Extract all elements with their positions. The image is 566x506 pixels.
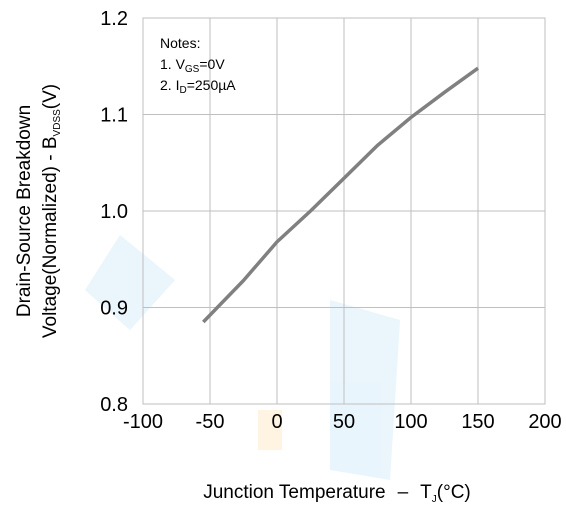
plot-area-frame xyxy=(142,17,546,405)
watermark-logo xyxy=(85,235,400,480)
x-tick-label: 50 xyxy=(333,411,355,433)
x-axis-title: Junction Temperature – TJ(°C) xyxy=(203,482,471,505)
y-axis-title-line2-sub: VDSS xyxy=(52,109,63,137)
x-tick-labels: -100 -50 0 50 100 150 200 xyxy=(123,411,562,433)
watermark-shape-right xyxy=(330,300,400,480)
note-2-post: =250µA xyxy=(187,77,237,93)
y-axis-title-line1: Drain-Source Breakdown xyxy=(14,105,35,317)
x-axis-title-sub: J xyxy=(432,494,437,505)
y-axis-title-line2-pre: Voltage(Normalized) - B xyxy=(40,136,61,338)
y-axis-title-line2: Voltage(Normalized) - BVDSS(V) xyxy=(40,84,63,338)
watermark-shape-left xyxy=(85,235,175,330)
note-1-pre: 1. V xyxy=(160,56,186,72)
x-axis-title-main: Junction Temperature xyxy=(203,482,385,503)
x-axis-title-dash: – xyxy=(398,482,409,503)
x-tick-label: 0 xyxy=(271,411,282,433)
note-1: 1. VGS=0V xyxy=(160,56,225,75)
y-tick-label: 0.9 xyxy=(100,298,128,320)
note-2-sub: D xyxy=(179,85,186,96)
x-tick-label: 100 xyxy=(394,411,427,433)
note-2-pre: 2. I xyxy=(160,77,179,93)
note-2: 2. ID=250µA xyxy=(160,77,236,96)
y-tick-label: 1.0 xyxy=(100,201,128,223)
y-tick-label: 0.8 xyxy=(100,394,128,416)
x-axis-title-unit: (°C) xyxy=(437,482,471,503)
x-axis-title-sym: T xyxy=(420,482,432,503)
notes-box: Notes: 1. VGS=0V 2. ID=250µA xyxy=(160,35,236,96)
series-line xyxy=(202,66,480,324)
series-group xyxy=(202,66,480,324)
y-tick-label: 1.1 xyxy=(100,105,128,127)
note-1-sub: GS xyxy=(185,64,200,75)
x-tick-label: -100 xyxy=(123,411,163,433)
notes-title: Notes: xyxy=(160,35,200,51)
x-tick-label: -50 xyxy=(196,411,225,433)
x-tick-label: 150 xyxy=(461,411,494,433)
y-tick-label: 1.2 xyxy=(100,8,128,30)
y-tick-labels: 0.8 0.9 1.0 1.1 1.2 xyxy=(100,8,128,416)
note-1-post: =0V xyxy=(199,56,225,72)
x-tick-label: 200 xyxy=(528,411,561,433)
grid xyxy=(143,18,545,404)
y-axis-title-line2-post: (V) xyxy=(40,84,61,109)
watermark-shape-center xyxy=(258,410,282,450)
